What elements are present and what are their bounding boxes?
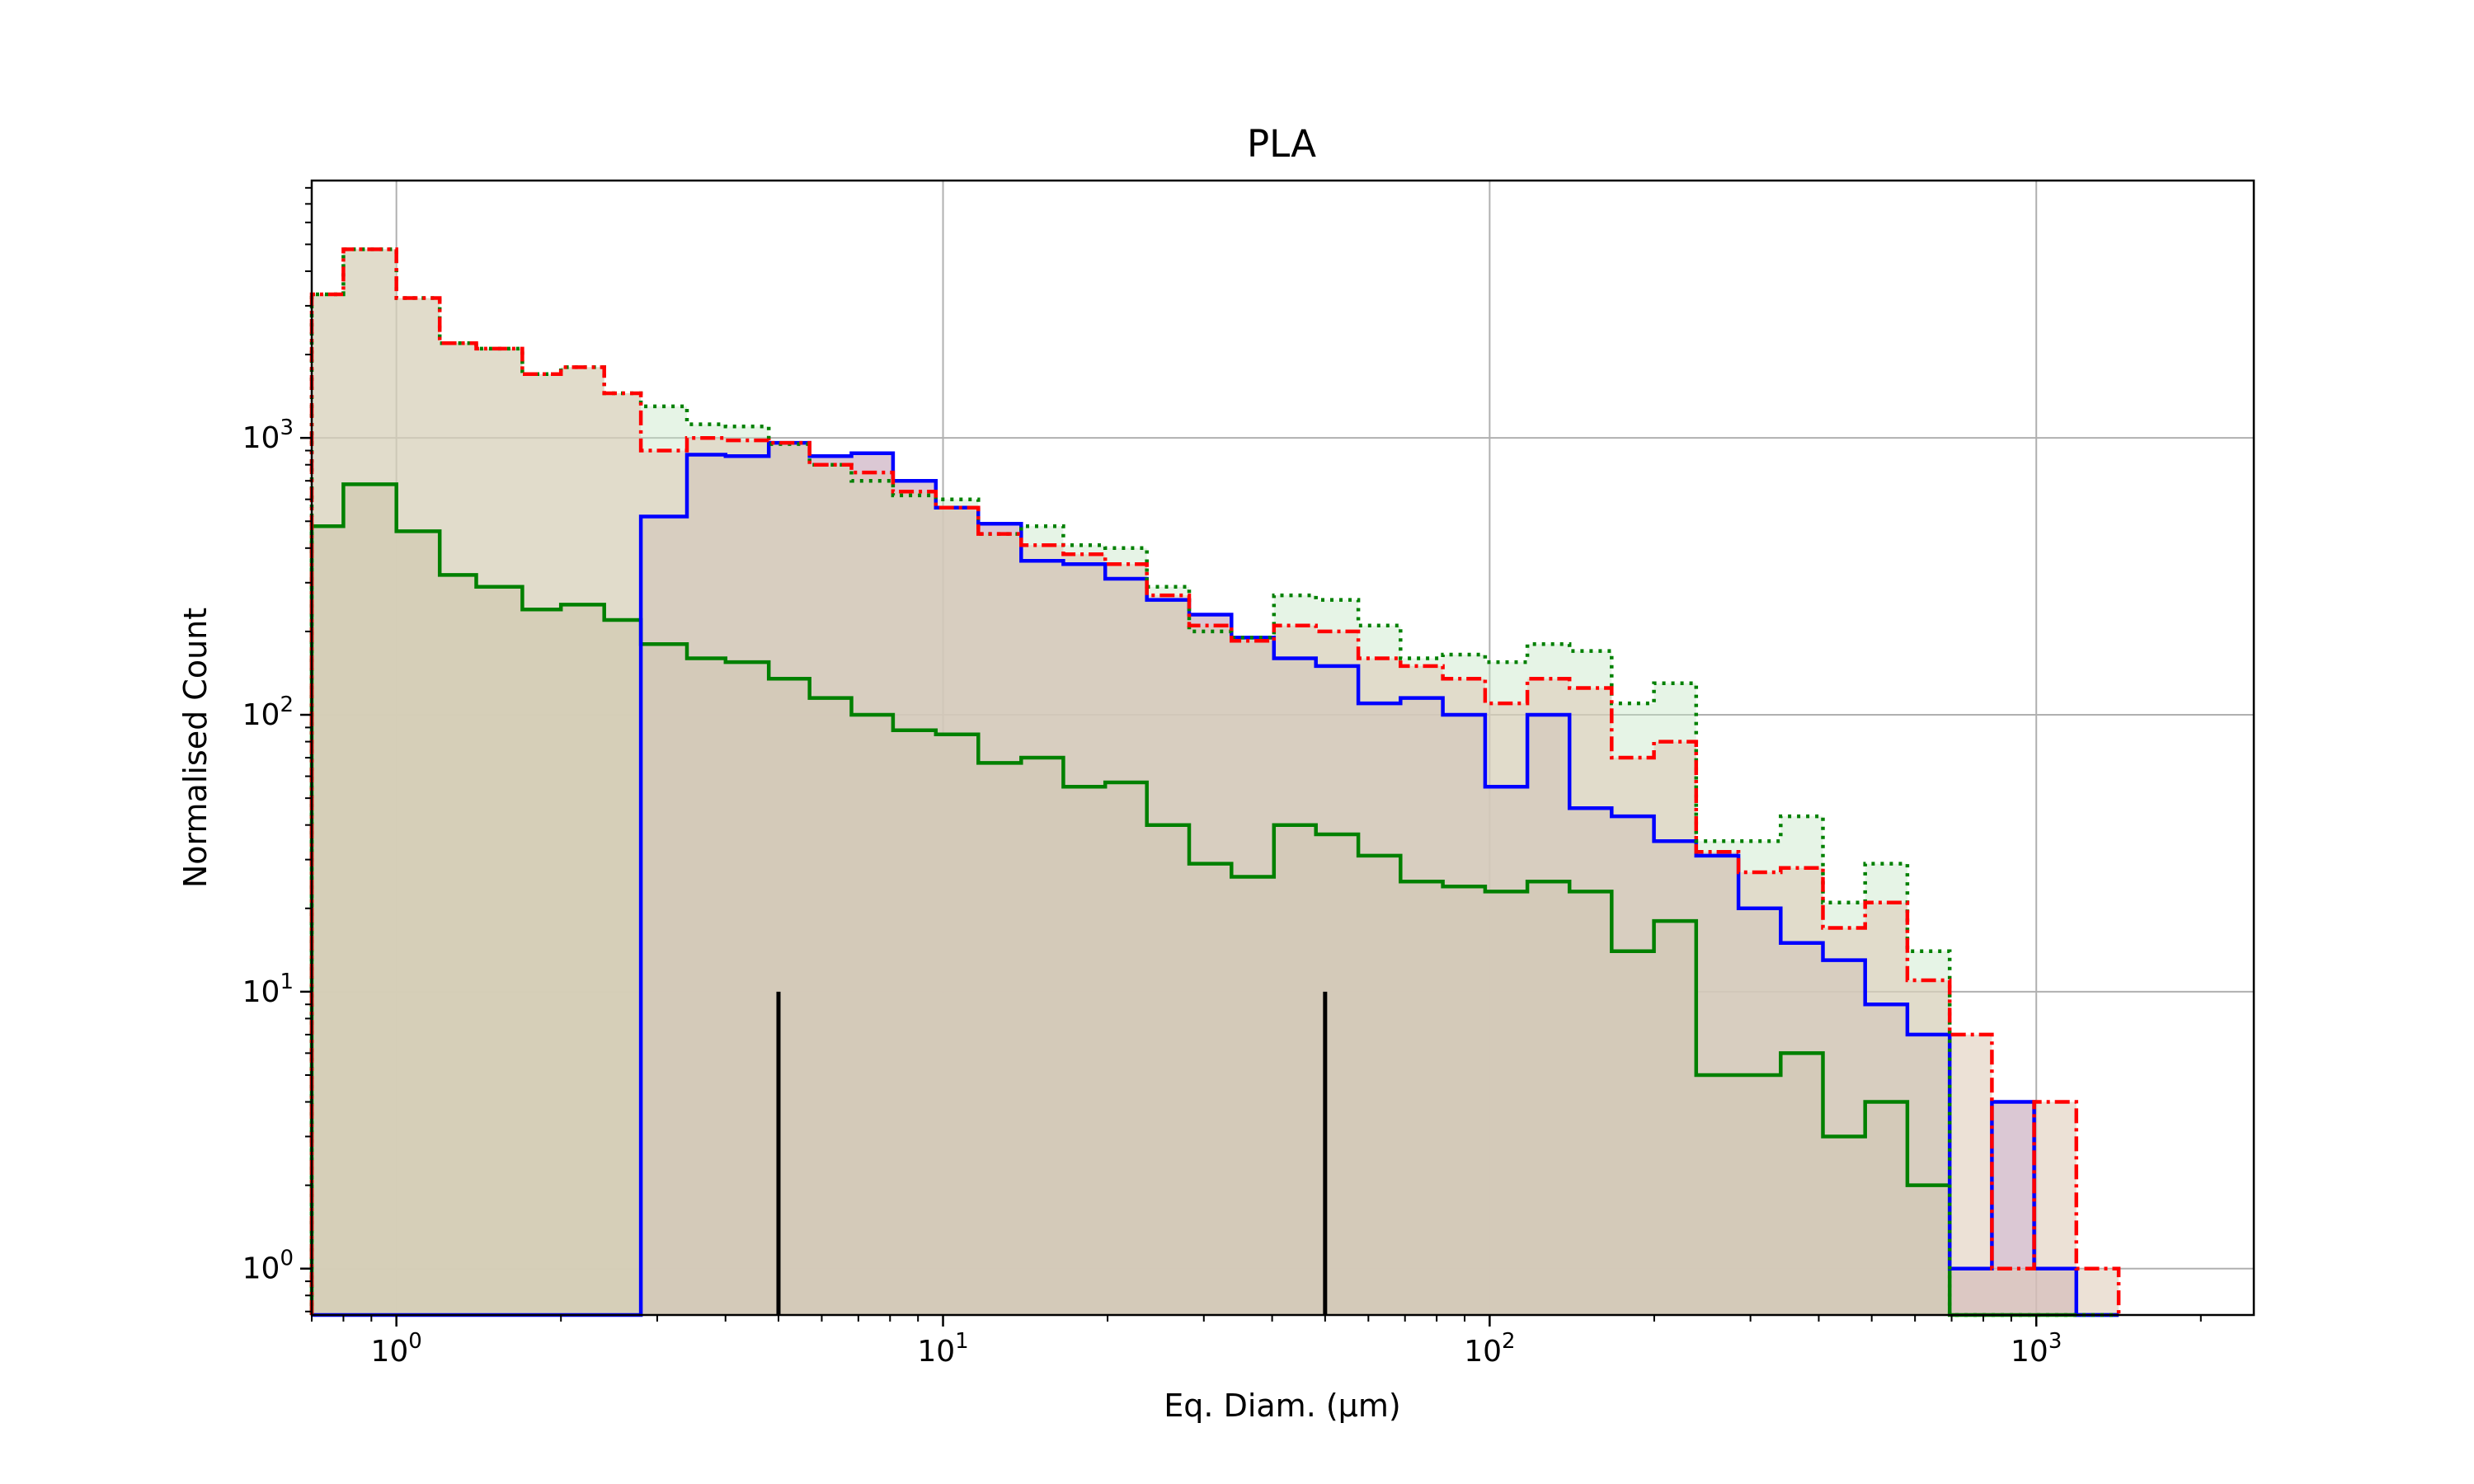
x-axis-label: Eq. Diam. (μm) [1164, 1388, 1400, 1424]
axis-ticks: 100 101 102 103 100 101 102 103 [242, 186, 2202, 1369]
y-tick-label: 103 [242, 416, 294, 455]
y-tick-label: 100 [242, 1247, 294, 1286]
x-tick-label: 101 [917, 1329, 968, 1369]
series-line-green-filled [309, 482, 2119, 1317]
series-fill-red [312, 249, 2119, 1315]
x-tick-label: 100 [370, 1329, 421, 1369]
plot-frame [310, 179, 2255, 1317]
histogram-outlines [309, 247, 2121, 1317]
series-line-blue [312, 440, 2119, 1317]
histogram-fills [312, 249, 2119, 1315]
y-axis-label: Normalised Count [177, 608, 214, 888]
x-tick-label: 102 [1464, 1329, 1515, 1369]
series-line-red [309, 247, 2121, 1315]
y-tick-label: 101 [242, 970, 294, 1009]
y-tick-label: 102 [242, 693, 294, 732]
chart-title: PLA [1247, 122, 1316, 166]
x-tick-label: 103 [2011, 1329, 2062, 1369]
vertical-markers [776, 991, 1328, 1315]
